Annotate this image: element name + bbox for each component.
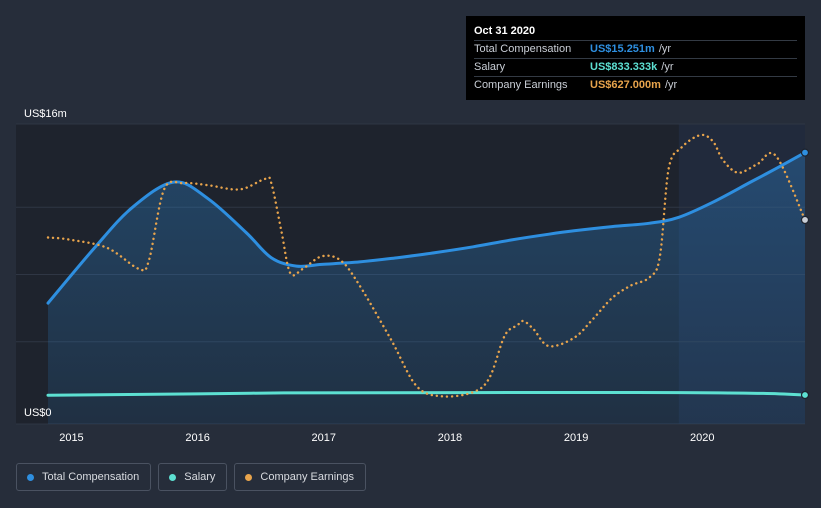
x-tick-label: 2020: [690, 432, 714, 444]
x-tick-label: 2017: [312, 432, 336, 444]
tooltip-label: Salary: [474, 61, 506, 73]
tooltip-unit: /yr: [658, 43, 672, 55]
total-compensation-end-point: [800, 148, 810, 157]
legend-label: Salary: [184, 471, 216, 483]
total-compensation-area: [48, 152, 805, 424]
tooltip-value: US$15.251m: [590, 43, 655, 55]
legend-label: Company Earnings: [260, 471, 354, 483]
legend-item-total-compensation[interactable]: Total Compensation: [16, 463, 152, 491]
tooltip-row-total-compensation: Total Compensation US$15.251m /yr: [474, 40, 797, 58]
salary-end-point: [800, 390, 810, 400]
tooltip-value: US$627.000m: [590, 79, 661, 91]
legend: Total Compensation Salary Company Earnin…: [16, 463, 366, 491]
total-compensation-line: [46, 151, 807, 305]
tooltip-row-salary: Salary US$833.333k /yr: [474, 58, 797, 76]
x-tick-label: 2019: [564, 432, 588, 444]
company-earnings-end-point: [800, 215, 810, 225]
tooltip-label: Company Earnings: [474, 79, 568, 91]
tooltip-unit: /yr: [664, 79, 678, 91]
legend-dot-icon: [245, 473, 253, 481]
tooltip-value: US$833.333k: [590, 61, 658, 73]
x-tick-label: 2018: [438, 432, 462, 444]
salary-line: [46, 390, 807, 397]
legend-item-salary[interactable]: Salary: [158, 463, 228, 491]
y-tick-label: US$0: [24, 407, 52, 419]
legend-label: Total Compensation: [42, 471, 140, 483]
tooltip-row-company-earnings: Company Earnings US$627.000m /yr: [474, 76, 797, 94]
tooltip-label: Total Compensation: [474, 43, 572, 55]
legend-dot-icon: [27, 473, 34, 481]
y-tick-label: US$16m: [24, 108, 67, 120]
x-tick-label: 2016: [185, 432, 209, 444]
tooltip-unit: /yr: [661, 61, 674, 73]
tooltip-date: Oct 31 2020: [474, 25, 536, 37]
tooltip: Oct 31 2020 Total Compensation US$15.251…: [466, 16, 805, 100]
legend-item-company-earnings[interactable]: Company Earnings: [234, 463, 366, 491]
legend-dot-icon: [169, 473, 177, 481]
x-tick-label: 2015: [59, 432, 83, 444]
